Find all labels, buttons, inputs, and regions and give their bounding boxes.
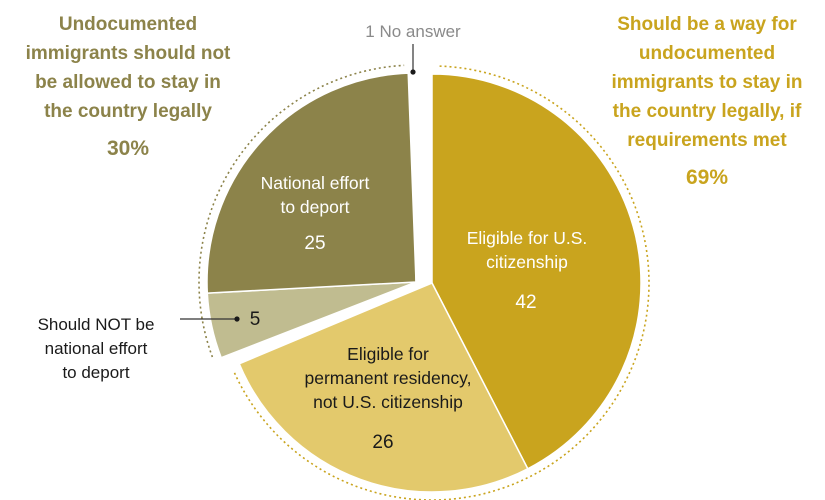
arc-should-be-way xyxy=(232,65,650,500)
group-titles: Undocumented immigrants should not be allo… xyxy=(26,14,803,189)
callouts: Should NOT be national effort to deport 1 N… xyxy=(38,22,461,382)
callout-dot-no-answer xyxy=(410,69,416,75)
slice-value-permanent: 26 xyxy=(372,432,393,453)
arc-not-allowed xyxy=(198,64,405,358)
slice-label-permanent: Eligible for permanent residency, not U.S.… xyxy=(305,344,472,412)
slice-labels: Eligible for U.S. citizenship 42 Eligible f… xyxy=(250,173,588,453)
group-title-not-allowed: Undocumented immigrants should not be allo… xyxy=(26,14,231,122)
group-title-should-be-way: Should be a way for undocumented immigrant… xyxy=(611,14,802,151)
slice-label-deport: National effort to deport xyxy=(261,173,370,217)
group-percent-not-allowed: 30% xyxy=(107,137,149,160)
slice-citizenship xyxy=(431,73,642,470)
callout-text-no-answer: 1 No answer xyxy=(365,22,461,41)
slice-value-citizenship: 42 xyxy=(515,292,536,313)
callout-dot-no-deport xyxy=(234,316,240,322)
slice-deport xyxy=(206,72,417,294)
slice-label-citizenship: Eligible for U.S. citizenship xyxy=(467,228,588,272)
slice-value-deport: 25 xyxy=(304,233,325,254)
callout-text-no-deport: Should NOT be national effort to deport xyxy=(38,315,155,382)
pie-slices xyxy=(206,72,642,493)
slice-value-no-deport: 5 xyxy=(250,309,261,330)
slice-permanent xyxy=(238,282,529,493)
group-arcs xyxy=(198,64,650,500)
group-percent-should-be-way: 69% xyxy=(686,166,728,189)
